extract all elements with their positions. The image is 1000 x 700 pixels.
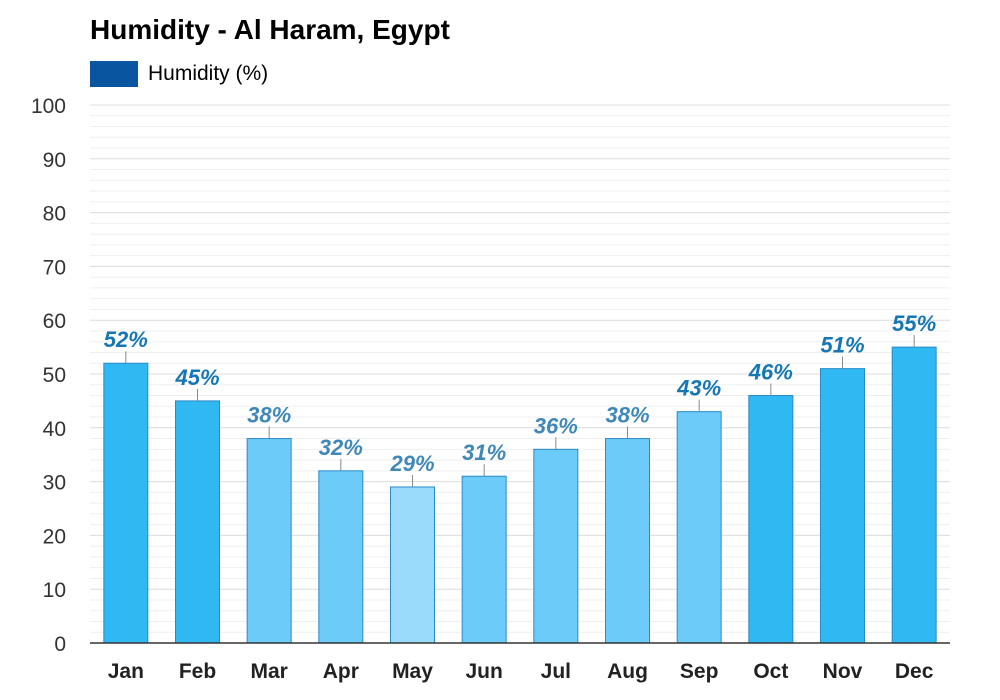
y-tick-label: 20 (43, 525, 66, 548)
y-tick-label: 50 (43, 364, 66, 387)
bar-oct (748, 395, 794, 644)
data-label: 29% (389, 451, 434, 476)
data-label: 55% (892, 311, 936, 336)
data-label: 36% (534, 413, 578, 438)
data-label: 38% (247, 403, 291, 428)
bar-jan (103, 362, 149, 644)
x-tick-label: Sep (680, 660, 719, 683)
x-tick-label: May (392, 660, 433, 683)
x-tick-label: Nov (823, 660, 863, 683)
data-label: 45% (174, 365, 219, 390)
data-label: 43% (676, 376, 721, 401)
y-tick-label: 10 (43, 579, 66, 602)
x-tick-label: Mar (250, 660, 287, 683)
data-label: 52% (104, 327, 148, 352)
y-tick-label: 60 (43, 310, 66, 333)
x-tick-label: Aug (607, 660, 648, 683)
y-tick-label: 90 (43, 149, 66, 172)
x-tick-label: Jun (465, 660, 502, 683)
y-tick-label: 30 (43, 472, 66, 495)
legend: Humidity (%) (90, 60, 268, 88)
bar-nov (820, 368, 865, 644)
y-tick-label: 80 (43, 203, 66, 226)
x-tick-label: Oct (753, 660, 788, 683)
x-tick-label: Dec (895, 660, 934, 683)
bar-dec (891, 346, 937, 644)
x-tick-label: Apr (323, 660, 359, 683)
bar-apr (318, 470, 364, 644)
bar-feb (175, 400, 220, 644)
data-label: 31% (462, 440, 506, 465)
y-tick-label: 70 (43, 256, 66, 279)
bar-aug (605, 438, 650, 644)
bar-may (390, 486, 435, 644)
legend-label: Humidity (%) (148, 62, 269, 85)
y-tick-label: 100 (31, 95, 66, 118)
y-tick-label: 0 (54, 633, 66, 656)
x-tick-label: Feb (179, 660, 216, 683)
x-tick-label: Jan (108, 660, 144, 683)
data-label: 32% (319, 435, 363, 460)
data-label: 51% (820, 333, 864, 358)
bar-jul (533, 448, 579, 644)
bar-jun (461, 475, 507, 644)
x-tick-label: Jul (541, 660, 571, 683)
bar-sep (676, 411, 722, 644)
data-label: 38% (605, 403, 649, 428)
chart-title: Humidity - Al Haram, Egypt (90, 14, 450, 45)
bar-mar (246, 438, 292, 644)
y-tick-label: 40 (43, 418, 66, 441)
legend-swatch (90, 61, 138, 87)
data-label: 46% (748, 360, 793, 385)
